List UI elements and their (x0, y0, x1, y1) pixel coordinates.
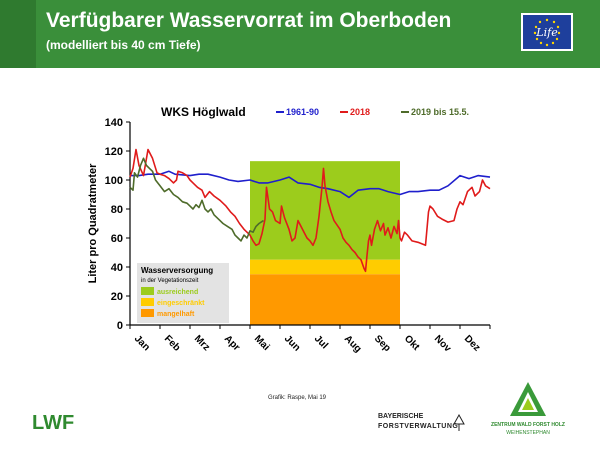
series-line-1 (129, 148, 491, 273)
chart-credit: Grafik: Raspe, Mai 19 (268, 395, 327, 401)
band-legend: Wasserversorgung in der Vegetationszeit au… (137, 263, 229, 323)
x-tick-label: Okt (402, 333, 422, 353)
y-tick-label: 80 (111, 204, 123, 216)
zwfh-tree-icon (510, 382, 546, 416)
y-tick-label: 140 (105, 117, 123, 129)
band-legend-label: eingeschränkt (157, 300, 205, 307)
band-legend-subtitle: in der Vegetationszeit (141, 278, 199, 284)
bf-line-1: BAYERISCHE (378, 413, 424, 420)
x-tick-label: Feb (162, 333, 182, 353)
x-tick-label: Jun (282, 333, 302, 353)
x-tick-label: Jul (312, 333, 330, 351)
x-tick-label: Apr (222, 333, 242, 353)
eu-life-logo: Life (521, 13, 573, 51)
bf-tree-icon (453, 414, 465, 431)
band-legend-swatch (141, 309, 154, 317)
chart: 0 20 40 60 80 100 120 140 Jan Feb Mrz Apr Mai Jun Jul A… (87, 105, 491, 355)
y-axis-label: Liter pro Quadratmeter (87, 163, 99, 284)
y-tick-label: 0 (117, 320, 123, 332)
band-legend-swatch (141, 287, 154, 295)
bf-line-2: FORSTVERWALTUNG (378, 423, 459, 430)
legend-label: 2018 (350, 107, 370, 117)
eu-stars (533, 18, 561, 47)
life-logo-text: Life (535, 26, 558, 39)
legend-label: 2019 bis 15.5. (411, 107, 469, 117)
band-legend-label: mangelhaft (157, 311, 195, 318)
page-title: Verfügbarer Wasservorrat im Oberboden (46, 9, 452, 32)
y-tick-label: 20 (111, 291, 123, 303)
x-tick-label: Jan (132, 333, 152, 353)
legend-label: 1961-90 (286, 107, 319, 117)
page-subtitle: (modelliert bis 40 cm Tiefe) (46, 38, 201, 52)
chart-title: WKS Höglwald (161, 105, 246, 119)
band-legend-swatch (141, 298, 154, 306)
x-tick-label: Mrz (192, 333, 212, 353)
zwfh-line-2: WEIHENSTEPHAN (506, 430, 550, 436)
y-tick-label: 60 (111, 233, 123, 245)
x-tick-label: Dez (462, 333, 482, 353)
series-line-2 (129, 157, 264, 242)
header-banner: Verfügbarer Wasservorrat im Oberboden (m… (0, 0, 600, 68)
band-2 (250, 274, 400, 325)
lwf-logo: LWF (30, 410, 82, 432)
x-tick-label: Nov (432, 333, 453, 354)
x-tick-label: Sep (372, 333, 393, 354)
y-tick-label: 120 (105, 146, 123, 158)
x-tick-label: Aug (342, 333, 364, 355)
band-legend-label: ausreichend (157, 289, 198, 296)
y-tick-label: 100 (105, 175, 123, 187)
x-tick-label: Mai (252, 333, 272, 353)
lwf-logo-bg (30, 410, 82, 432)
series-line-0 (130, 170, 491, 199)
lwf-logo-text: LWF (32, 412, 74, 432)
zwfh-line-1: ZENTRUM WALD FORST HOLZ (491, 422, 565, 428)
band-1 (250, 259, 400, 275)
header-accent (0, 0, 36, 68)
bayerische-forstverwaltung-logo: BAYERISCHE FORSTVERWALTUNG (378, 410, 468, 436)
y-tick-label: 40 (111, 262, 123, 274)
band-legend-title: Wasserversorgung (141, 266, 213, 275)
zentrum-wald-forst-holz-logo: ZENTRUM WALD FORST HOLZ WEIHENSTEPHAN (486, 378, 570, 442)
band-0 (250, 161, 400, 260)
